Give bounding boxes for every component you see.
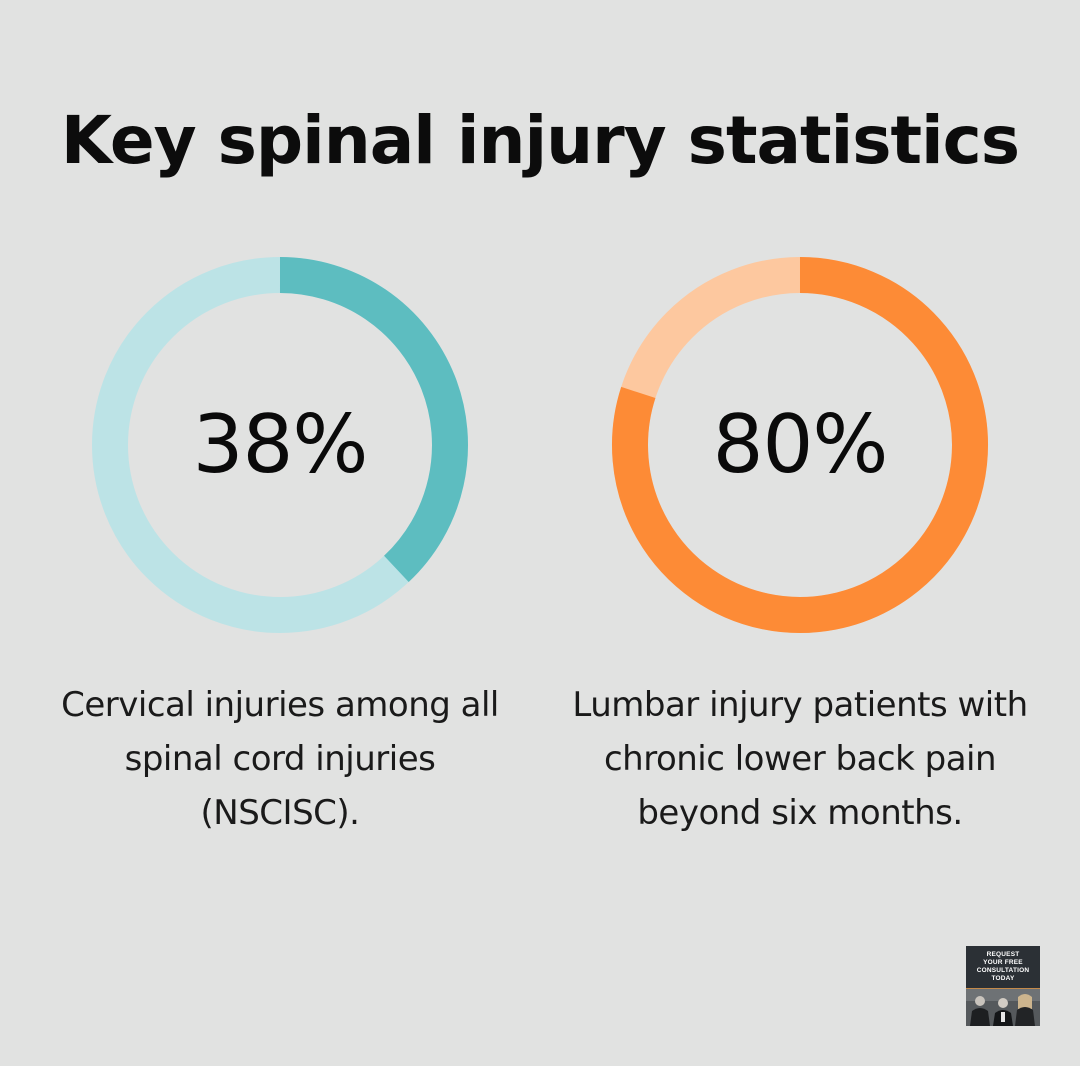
cta-text: REQUEST YOUR FREE CONSULTATION TODAY [976,951,1030,982]
donut-chart-cervical: 38% [40,250,520,640]
attorneys-photo-icon [966,989,1040,1026]
donut-arc-lumbar [612,257,988,633]
stat-lumbar: 80% Lumbar injury patients with chronic … [560,250,1040,840]
donut-svg-lumbar [612,257,988,633]
donut-arc-cervical [279,257,468,583]
donut-chart-lumbar: 80% [560,250,1040,640]
donut-value-lumbar: 80% [712,398,889,491]
page-title: Key spinal injury statistics [60,102,1020,179]
consultation-cta-badge[interactable]: REQUEST YOUR FREE CONSULTATION TODAY [966,946,1040,1026]
donut-svg-cervical [92,257,468,633]
donut-value-cervical: 38% [192,398,369,491]
stat-cervical: 38% Cervical injuries among all spinal c… [40,250,520,840]
cta-divider [966,988,1040,989]
stat-caption-cervical: Cervical injuries among all spinal cord … [61,685,499,833]
stat-caption-lumbar: Lumbar injury patients with chronic lowe… [572,685,1028,833]
